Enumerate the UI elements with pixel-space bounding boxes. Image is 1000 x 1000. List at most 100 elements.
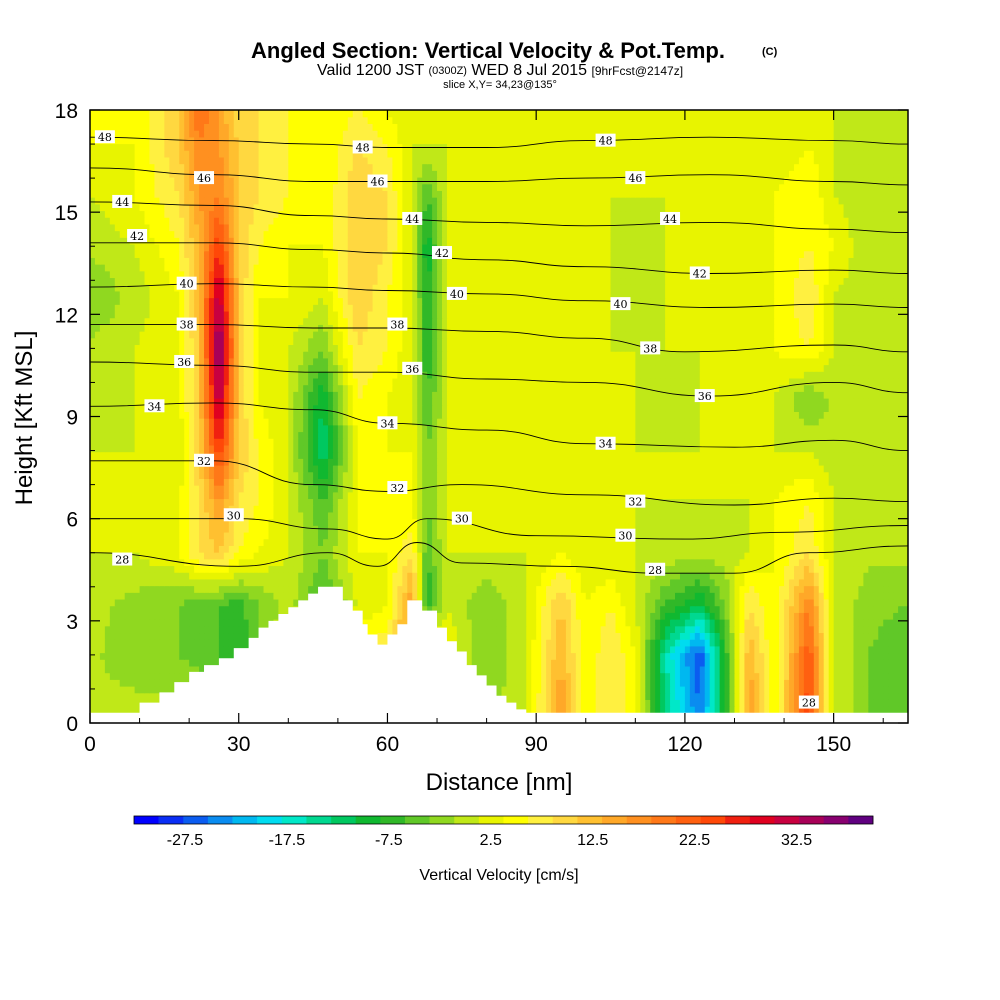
velocity-cell [422,592,428,600]
velocity-cell [575,679,582,687]
velocity-cell [888,706,894,714]
velocity-cell [99,552,106,560]
velocity-cell [174,511,180,520]
velocity-cell [818,545,825,553]
velocity-cell [784,585,790,593]
velocity-cell [813,585,820,593]
velocity-cell [600,685,607,694]
velocity-cell [679,545,686,553]
velocity-cell [635,692,641,700]
velocity-cell [818,632,825,640]
velocity-cell [461,538,468,546]
velocity-cell [288,592,294,600]
velocity-cell [729,639,736,647]
velocity-cell [446,552,453,560]
velocity-cell [759,672,765,680]
velocity-cell [823,659,830,667]
velocity-cell [585,665,592,674]
velocity-cell [556,679,562,687]
velocity-cell [868,632,874,640]
velocity-cell [853,605,860,613]
velocity-cell [501,558,508,567]
velocity-cell [159,685,165,694]
velocity-cell [149,659,156,667]
velocity-cell [764,652,770,660]
velocity-cell [491,645,498,654]
velocity-cell [516,645,522,654]
velocity-cell [347,578,354,587]
velocity-cell [451,625,458,634]
slice-label: slice X,Y= 34,23@135° [443,79,557,91]
velocity-cell [392,511,398,520]
velocity-cell [719,665,726,674]
velocity-cell [154,518,161,526]
velocity-cell [511,572,517,580]
velocity-cell [689,699,696,707]
velocity-cell [808,531,815,540]
velocity-cell [868,531,874,540]
velocity-cell [179,612,185,620]
velocity-cell [665,525,671,533]
velocity-cell [734,592,741,600]
velocity-cell [223,518,230,526]
velocity-cell [516,699,522,707]
velocity-cell [456,605,463,613]
velocity-cell [660,639,666,647]
velocity-cell [149,545,156,553]
velocity-cell [208,619,215,627]
velocity-cell [709,639,716,647]
velocity-cell [630,659,636,667]
velocity-cell [342,558,349,567]
velocity-cell [580,565,587,573]
velocity-cell [441,605,448,613]
velocity-cell [615,619,622,627]
velocity-cell [357,585,364,593]
velocity-cell [159,572,165,580]
velocity-cell [893,511,899,520]
velocity-cell [218,518,225,526]
velocity-cell [729,511,736,520]
velocity-cell [531,518,537,526]
velocity-cell [174,639,180,647]
velocity-cell [243,518,250,526]
velocity-cell [268,558,275,567]
velocity-cell [610,552,617,560]
velocity-cell [625,659,631,667]
velocity-cell [853,692,860,700]
velocity-cell [833,565,840,573]
velocity-cell [149,612,156,620]
velocity-cell [585,659,592,667]
velocity-cell [898,585,904,593]
velocity-cell [516,692,522,700]
velocity-cell [828,659,835,667]
velocity-cell [432,592,438,600]
velocity-cell [199,585,205,593]
velocity-cell [650,538,656,546]
velocity-cell [679,531,686,540]
velocity-cell [789,525,795,533]
velocity-cell [630,692,636,700]
velocity-cell [441,592,448,600]
velocity-cell [580,552,587,560]
velocity-cell [283,531,289,540]
velocity-cell [600,679,607,687]
velocity-cell [560,659,567,667]
velocity-cell [903,565,908,573]
velocity-cell [883,619,889,627]
velocity-cell [575,706,582,714]
velocity-cell [139,625,146,634]
velocity-cell [660,578,666,587]
velocity-cell [402,612,408,620]
velocity-cell [119,672,126,680]
velocity-cell [793,592,800,600]
velocity-cell [714,558,721,567]
velocity-cell [615,652,622,660]
velocity-cell [590,538,597,546]
velocity-cell [848,565,855,573]
velocity-cell [174,531,180,540]
velocity-cell [803,545,810,553]
velocity-cell [893,692,899,700]
velocity-cell [481,665,488,674]
velocity-cell [779,699,785,707]
velocity-cell [883,639,889,647]
